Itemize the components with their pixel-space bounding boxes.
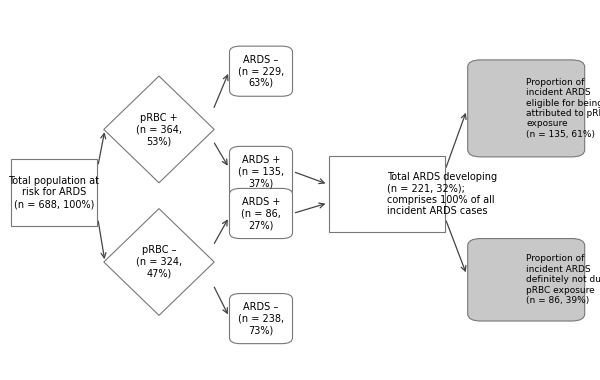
FancyBboxPatch shape: [229, 46, 293, 96]
Text: Source: Transfusion Alt Transfusion Med © 2008 Blackwell Publishing Ltd.: Source: Transfusion Alt Transfusion Med …: [274, 366, 582, 375]
Text: ARDS –
(n = 229,
63%): ARDS – (n = 229, 63%): [238, 55, 284, 88]
Text: www.medscape.com: www.medscape.com: [210, 8, 331, 21]
Text: ARDS +
(n = 86,
27%): ARDS + (n = 86, 27%): [241, 197, 281, 230]
FancyBboxPatch shape: [229, 293, 293, 344]
Polygon shape: [104, 209, 214, 315]
Text: Medscape®: Medscape®: [7, 8, 85, 21]
FancyBboxPatch shape: [329, 156, 445, 232]
Text: Proportion of
incident ARDS
definitely not due to
pRBC exposure
(n = 86, 39%): Proportion of incident ARDS definitely n…: [526, 255, 600, 305]
FancyBboxPatch shape: [229, 188, 293, 239]
Text: Total population at
risk for ARDS
(n = 688, 100%): Total population at risk for ARDS (n = 6…: [8, 176, 100, 209]
FancyBboxPatch shape: [11, 159, 97, 226]
Text: ARDS +
(n = 135,
37%): ARDS + (n = 135, 37%): [238, 155, 284, 188]
Text: Total ARDS developing
(n = 221, 32%);
comprises 100% of all
incident ARDS cases: Total ARDS developing (n = 221, 32%); co…: [387, 172, 497, 217]
FancyBboxPatch shape: [468, 60, 584, 157]
FancyBboxPatch shape: [229, 146, 293, 196]
FancyBboxPatch shape: [468, 239, 584, 321]
Text: ARDS –
(n = 238,
73%): ARDS – (n = 238, 73%): [238, 302, 284, 335]
Text: Proportion of
incident ARDS
eligible for being
attributed to pRBC
exposure
(n = : Proportion of incident ARDS eligible for…: [526, 78, 600, 139]
Text: pRBC +
(n = 364,
53%): pRBC + (n = 364, 53%): [136, 113, 182, 146]
Polygon shape: [104, 76, 214, 183]
Text: pRBC –
(n = 324,
47%): pRBC – (n = 324, 47%): [136, 245, 182, 279]
